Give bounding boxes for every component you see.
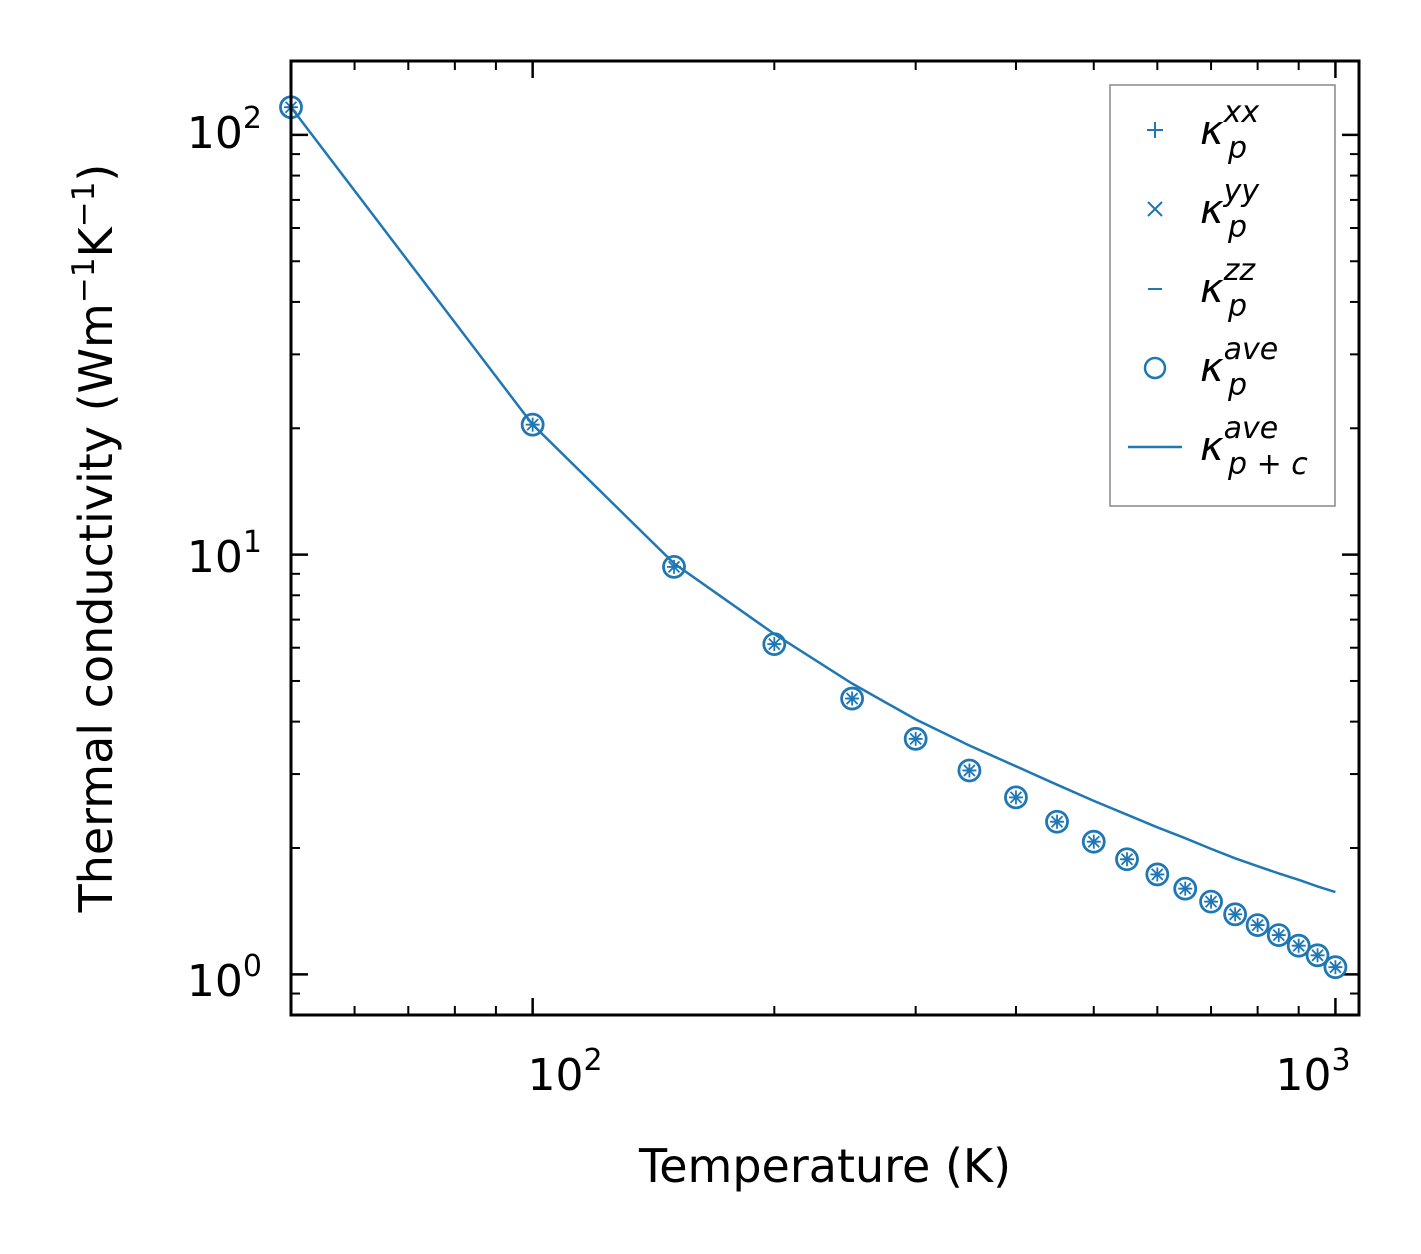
legend-marker-x: [1147, 201, 1163, 217]
x-tick-labels: 102 103: [527, 1043, 1350, 1101]
marker-circle-kave: [1323, 955, 1348, 980]
series-line-kpc-ave: [290, 106, 1336, 894]
marker-circle-kave: [1004, 785, 1028, 810]
legend: κxx p κyy p κzz p κave p κave p + c: [1109, 84, 1336, 507]
legend-entry-kpc-ave: κave p + c: [1128, 411, 1308, 482]
marker-circle-kave: [762, 632, 787, 657]
plot-frame: [289, 59, 1361, 1017]
y-axis-label: Thermal conductivity (Wm−1K−1): [66, 164, 123, 914]
marker-circle-kave: [1045, 809, 1069, 834]
legend-entry-kyy: κyy p: [1147, 174, 1260, 245]
major-ticks: [291, 61, 1359, 1015]
y-tick-label-1: 100: [187, 949, 262, 1007]
marker-circle-kave: [1223, 902, 1248, 927]
marker-circle-kave: [1145, 862, 1170, 887]
marker-circle-kave: [1305, 943, 1330, 968]
legend-entry-kxx: κxx p: [1147, 95, 1259, 166]
marker-circle-kave: [1115, 847, 1139, 872]
data-layer: [279, 95, 1348, 980]
marker-circle-kave: [1286, 933, 1311, 958]
legend-entry-kave: κave p: [1143, 332, 1278, 403]
x-tick-label-100: 102: [527, 1043, 602, 1101]
marker-circle-kave: [1266, 923, 1291, 948]
marker-circle-kave: [1081, 829, 1106, 854]
x-axis-label: Temperature (K): [638, 1139, 1011, 1193]
marker-circle-kave: [1173, 876, 1198, 901]
marker-circle-kave: [1199, 889, 1223, 914]
legend-marker-plus: [1147, 122, 1163, 138]
x-tick-label-1000: 103: [1275, 1043, 1350, 1101]
legend-marker-circle: [1143, 356, 1167, 380]
marker-circle-kave: [1245, 913, 1270, 938]
marker-circle-kave: [840, 686, 865, 711]
marker-circle-kave: [662, 554, 686, 579]
y-tick-label-100: 102: [187, 101, 262, 159]
legend-entry-kzz: κzz p: [1148, 253, 1256, 324]
marker-circle-kave: [903, 726, 928, 751]
y-tick-label-10: 101: [187, 525, 262, 583]
legend-box: [1109, 84, 1336, 507]
marker-circle-kave: [520, 412, 545, 437]
marker-circle-kave: [957, 758, 982, 783]
y-tick-labels: 100 101 102: [187, 101, 262, 1007]
